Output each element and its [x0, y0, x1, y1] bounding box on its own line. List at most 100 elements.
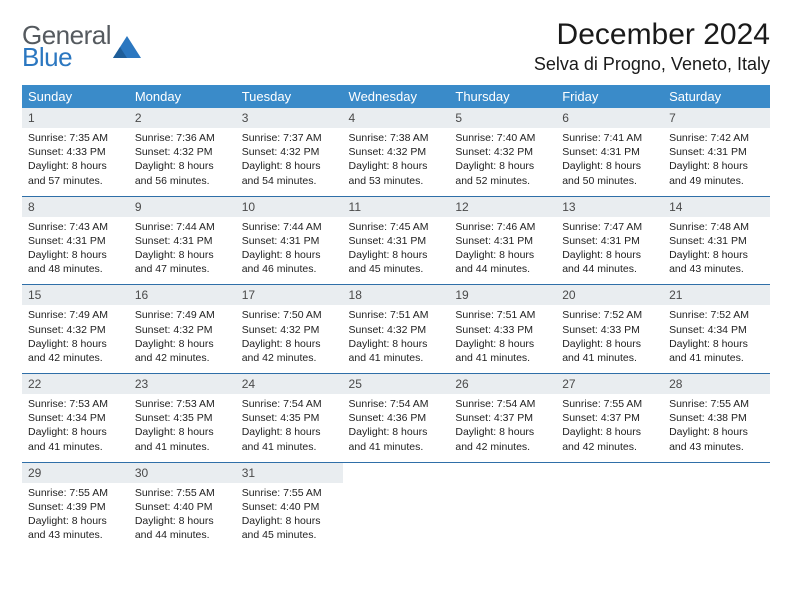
day-number: 27 — [556, 374, 663, 394]
sunset-text: Sunset: 4:32 PM — [242, 323, 337, 337]
day-details: Sunrise: 7:47 AMSunset: 4:31 PMDaylight:… — [556, 217, 663, 285]
daylight-text: Daylight: 8 hours and 41 minutes. — [669, 337, 764, 365]
day-details: Sunrise: 7:37 AMSunset: 4:32 PMDaylight:… — [236, 128, 343, 196]
day-details: Sunrise: 7:54 AMSunset: 4:37 PMDaylight:… — [449, 394, 556, 462]
day-details: Sunrise: 7:50 AMSunset: 4:32 PMDaylight:… — [236, 305, 343, 373]
day-number: 15 — [22, 285, 129, 305]
calendar-day-cell: 1Sunrise: 7:35 AMSunset: 4:33 PMDaylight… — [22, 108, 129, 196]
calendar-day-cell: 18Sunrise: 7:51 AMSunset: 4:32 PMDayligh… — [343, 285, 450, 374]
daylight-text: Daylight: 8 hours and 43 minutes. — [669, 248, 764, 276]
daylight-text: Daylight: 8 hours and 42 minutes. — [455, 425, 550, 453]
sunrise-text: Sunrise: 7:52 AM — [562, 308, 657, 322]
day-number: 20 — [556, 285, 663, 305]
day-number: 25 — [343, 374, 450, 394]
day-details: Sunrise: 7:54 AMSunset: 4:35 PMDaylight:… — [236, 394, 343, 462]
day-number: 13 — [556, 197, 663, 217]
daylight-text: Daylight: 8 hours and 44 minutes. — [562, 248, 657, 276]
sunrise-text: Sunrise: 7:54 AM — [349, 397, 444, 411]
day-number: 2 — [129, 108, 236, 128]
day-details: Sunrise: 7:42 AMSunset: 4:31 PMDaylight:… — [663, 128, 770, 196]
day-details: Sunrise: 7:35 AMSunset: 4:33 PMDaylight:… — [22, 128, 129, 196]
daylight-text: Daylight: 8 hours and 41 minutes. — [135, 425, 230, 453]
calendar-day-cell: 23Sunrise: 7:53 AMSunset: 4:35 PMDayligh… — [129, 374, 236, 463]
daylight-text: Daylight: 8 hours and 41 minutes. — [242, 425, 337, 453]
calendar-week: 8Sunrise: 7:43 AMSunset: 4:31 PMDaylight… — [22, 196, 770, 285]
sunrise-text: Sunrise: 7:37 AM — [242, 131, 337, 145]
day-details: Sunrise: 7:41 AMSunset: 4:31 PMDaylight:… — [556, 128, 663, 196]
calendar-day-cell: 20Sunrise: 7:52 AMSunset: 4:33 PMDayligh… — [556, 285, 663, 374]
day-details: Sunrise: 7:55 AMSunset: 4:38 PMDaylight:… — [663, 394, 770, 462]
day-number: 10 — [236, 197, 343, 217]
sunrise-text: Sunrise: 7:52 AM — [669, 308, 764, 322]
calendar-day-cell: 3Sunrise: 7:37 AMSunset: 4:32 PMDaylight… — [236, 108, 343, 196]
sunrise-text: Sunrise: 7:48 AM — [669, 220, 764, 234]
sunrise-text: Sunrise: 7:55 AM — [562, 397, 657, 411]
day-number: 30 — [129, 463, 236, 483]
daylight-text: Daylight: 8 hours and 41 minutes. — [562, 337, 657, 365]
sunrise-text: Sunrise: 7:55 AM — [28, 486, 123, 500]
daylight-text: Daylight: 8 hours and 57 minutes. — [28, 159, 123, 187]
daylight-text: Daylight: 8 hours and 41 minutes. — [349, 425, 444, 453]
sunrise-text: Sunrise: 7:46 AM — [455, 220, 550, 234]
day-header: Saturday — [663, 85, 770, 108]
sunset-text: Sunset: 4:40 PM — [135, 500, 230, 514]
sunset-text: Sunset: 4:31 PM — [349, 234, 444, 248]
sunrise-text: Sunrise: 7:54 AM — [455, 397, 550, 411]
sunset-text: Sunset: 4:36 PM — [349, 411, 444, 425]
daylight-text: Daylight: 8 hours and 56 minutes. — [135, 159, 230, 187]
day-header: Sunday — [22, 85, 129, 108]
calendar-day-cell: 17Sunrise: 7:50 AMSunset: 4:32 PMDayligh… — [236, 285, 343, 374]
day-details: Sunrise: 7:55 AMSunset: 4:37 PMDaylight:… — [556, 394, 663, 462]
sunrise-text: Sunrise: 7:44 AM — [135, 220, 230, 234]
sunrise-text: Sunrise: 7:55 AM — [669, 397, 764, 411]
sunrise-text: Sunrise: 7:49 AM — [28, 308, 123, 322]
header: General Blue December 2024 Selva di Prog… — [22, 18, 770, 75]
sunrise-text: Sunrise: 7:36 AM — [135, 131, 230, 145]
sunset-text: Sunset: 4:32 PM — [455, 145, 550, 159]
page-title: December 2024 — [534, 18, 770, 52]
sunset-text: Sunset: 4:32 PM — [349, 145, 444, 159]
day-header-row: Sunday Monday Tuesday Wednesday Thursday… — [22, 85, 770, 108]
day-details: Sunrise: 7:51 AMSunset: 4:32 PMDaylight:… — [343, 305, 450, 373]
day-number: 23 — [129, 374, 236, 394]
sunset-text: Sunset: 4:31 PM — [28, 234, 123, 248]
calendar-day-cell — [343, 462, 450, 550]
daylight-text: Daylight: 8 hours and 52 minutes. — [455, 159, 550, 187]
sunset-text: Sunset: 4:40 PM — [242, 500, 337, 514]
day-header: Tuesday — [236, 85, 343, 108]
sunset-text: Sunset: 4:31 PM — [242, 234, 337, 248]
calendar-day-cell: 11Sunrise: 7:45 AMSunset: 4:31 PMDayligh… — [343, 196, 450, 285]
day-number: 3 — [236, 108, 343, 128]
calendar-day-cell: 14Sunrise: 7:48 AMSunset: 4:31 PMDayligh… — [663, 196, 770, 285]
daylight-text: Daylight: 8 hours and 45 minutes. — [349, 248, 444, 276]
sunrise-text: Sunrise: 7:35 AM — [28, 131, 123, 145]
day-number: 17 — [236, 285, 343, 305]
calendar-day-cell: 4Sunrise: 7:38 AMSunset: 4:32 PMDaylight… — [343, 108, 450, 196]
calendar-table: Sunday Monday Tuesday Wednesday Thursday… — [22, 85, 770, 550]
calendar-day-cell — [663, 462, 770, 550]
day-number: 28 — [663, 374, 770, 394]
day-details: Sunrise: 7:48 AMSunset: 4:31 PMDaylight:… — [663, 217, 770, 285]
day-header: Monday — [129, 85, 236, 108]
day-header: Thursday — [449, 85, 556, 108]
calendar-day-cell: 22Sunrise: 7:53 AMSunset: 4:34 PMDayligh… — [22, 374, 129, 463]
sunset-text: Sunset: 4:34 PM — [28, 411, 123, 425]
sunrise-text: Sunrise: 7:55 AM — [242, 486, 337, 500]
sunset-text: Sunset: 4:31 PM — [455, 234, 550, 248]
daylight-text: Daylight: 8 hours and 54 minutes. — [242, 159, 337, 187]
sunrise-text: Sunrise: 7:42 AM — [669, 131, 764, 145]
day-number: 14 — [663, 197, 770, 217]
calendar-day-cell: 10Sunrise: 7:44 AMSunset: 4:31 PMDayligh… — [236, 196, 343, 285]
calendar-day-cell: 5Sunrise: 7:40 AMSunset: 4:32 PMDaylight… — [449, 108, 556, 196]
calendar-week: 29Sunrise: 7:55 AMSunset: 4:39 PMDayligh… — [22, 462, 770, 550]
calendar-week: 1Sunrise: 7:35 AMSunset: 4:33 PMDaylight… — [22, 108, 770, 196]
day-details: Sunrise: 7:43 AMSunset: 4:31 PMDaylight:… — [22, 217, 129, 285]
sunrise-text: Sunrise: 7:45 AM — [349, 220, 444, 234]
calendar-day-cell: 27Sunrise: 7:55 AMSunset: 4:37 PMDayligh… — [556, 374, 663, 463]
calendar-day-cell: 19Sunrise: 7:51 AMSunset: 4:33 PMDayligh… — [449, 285, 556, 374]
brand-logo: General Blue — [22, 22, 141, 70]
day-number: 4 — [343, 108, 450, 128]
sunrise-text: Sunrise: 7:51 AM — [349, 308, 444, 322]
day-header: Wednesday — [343, 85, 450, 108]
calendar-day-cell: 13Sunrise: 7:47 AMSunset: 4:31 PMDayligh… — [556, 196, 663, 285]
